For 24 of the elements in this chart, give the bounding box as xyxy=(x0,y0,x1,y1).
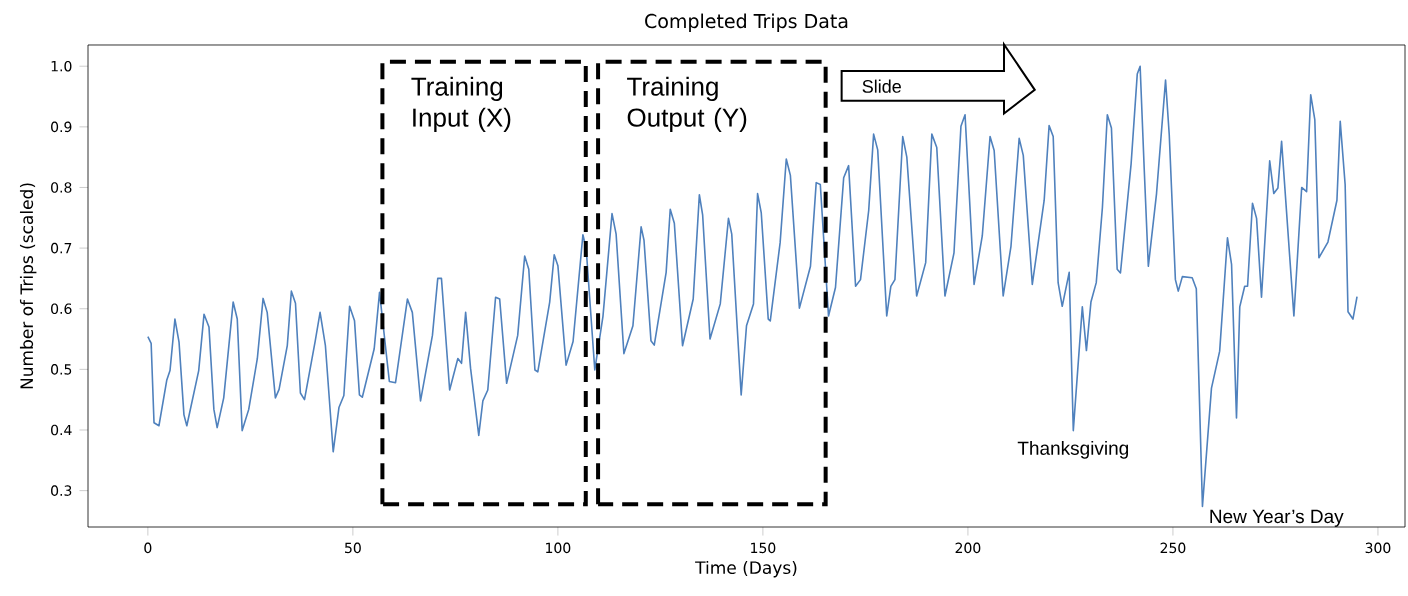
y-tick-label: 0.8 xyxy=(51,182,72,193)
line-series xyxy=(147,65,1358,508)
x-tick-label: 100 xyxy=(546,542,571,554)
y-tick-label: 0.3 xyxy=(51,485,72,496)
x-axis-title: Time (Days) xyxy=(695,560,797,578)
x-tick-label: 50 xyxy=(345,542,361,554)
y-tick-label: 1.0 xyxy=(51,60,72,72)
annotation: Thanksgiving xyxy=(1017,441,1129,459)
annotation: Training Input (X) xyxy=(411,76,511,132)
y-axis-title: Number of Trips (scaled) xyxy=(19,183,37,389)
x-tick-label: 150 xyxy=(751,542,776,554)
y-tick-label: 0.5 xyxy=(51,364,72,375)
chart-title: Completed Trips Data xyxy=(645,13,848,32)
annotation: Training Output (Y) xyxy=(627,76,747,132)
y-tick-label: 0.4 xyxy=(51,424,72,436)
x-tick-label: 250 xyxy=(1160,542,1186,554)
y-tick-label: 0.9 xyxy=(51,121,72,133)
x-tick-label: 200 xyxy=(955,542,981,554)
annotation: Slide xyxy=(862,79,901,93)
y-tick-label: 0.7 xyxy=(51,242,72,254)
x-tick-label: 0 xyxy=(144,542,152,554)
y-tick-label: 0.6 xyxy=(51,303,72,315)
annotation: New Year’s Day xyxy=(1210,509,1344,527)
x-tick-label: 300 xyxy=(1365,542,1391,554)
